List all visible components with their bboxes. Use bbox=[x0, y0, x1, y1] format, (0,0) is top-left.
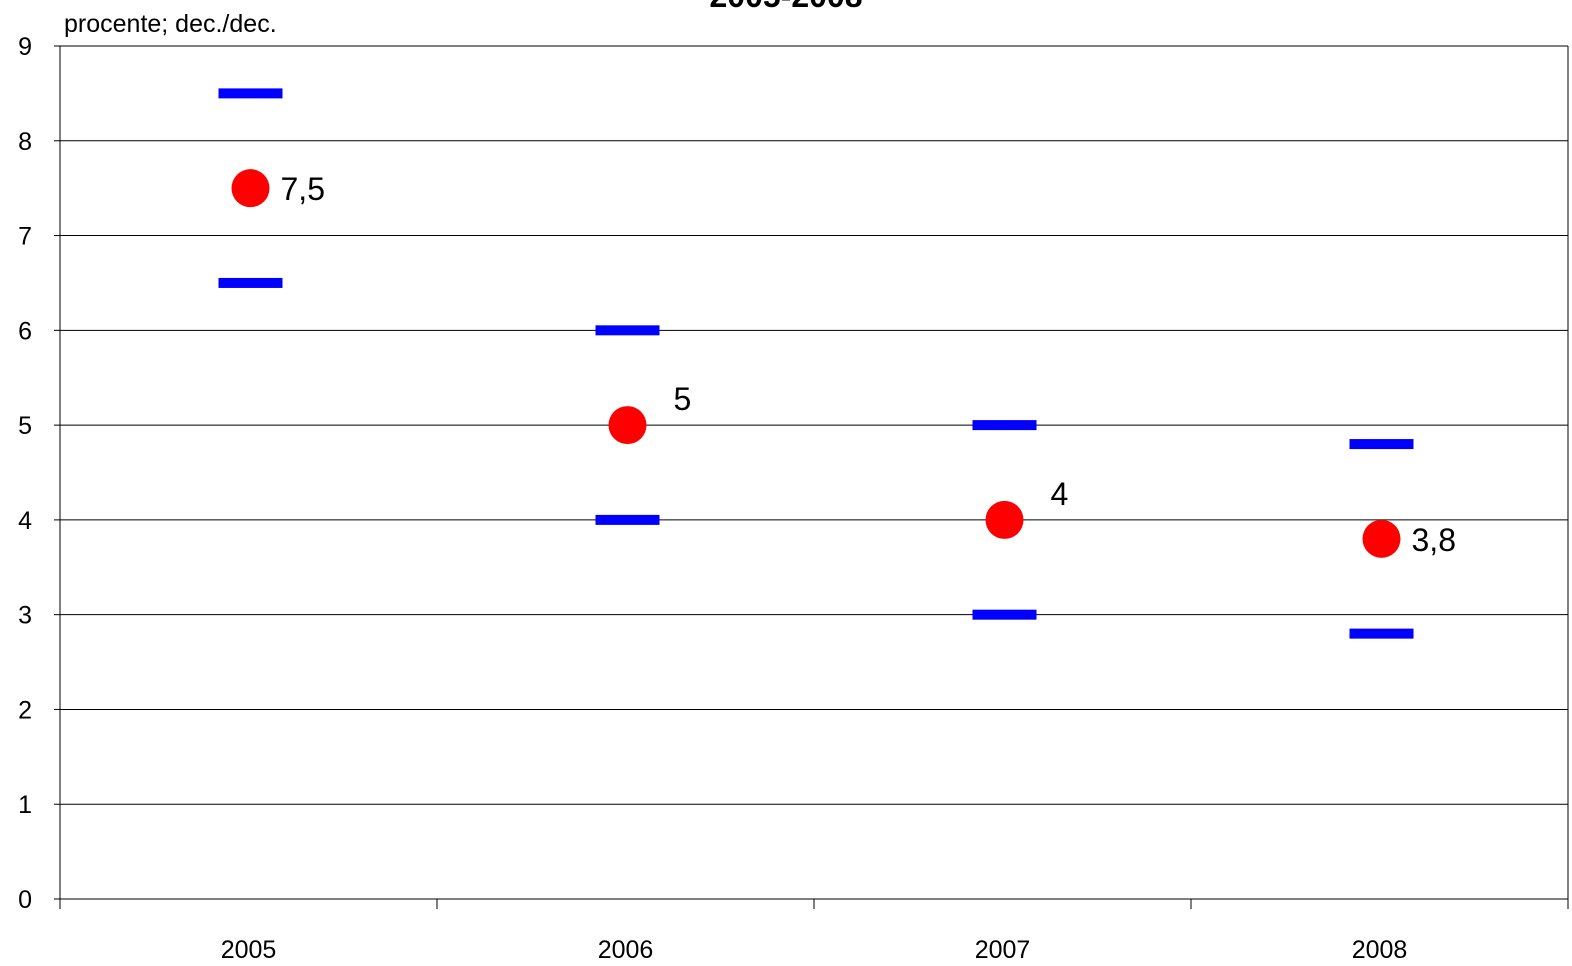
target-point bbox=[231, 169, 270, 208]
x-tick-label: 2007 bbox=[975, 936, 1031, 964]
upper-bound-mark bbox=[595, 325, 660, 336]
target-point bbox=[1362, 519, 1401, 558]
y-unit-label: procente; dec./dec. bbox=[64, 10, 277, 38]
y-tick-label: 4 bbox=[18, 507, 32, 535]
grid-layer bbox=[60, 45, 1568, 805]
label-layer: 0 1 2 3 4 5 6 7 8 9 2005 2006 2007 2008 7,5 5 4 3,8 bbox=[18, 33, 1456, 964]
target-data-label: 5 bbox=[674, 381, 692, 417]
upper-bound-mark bbox=[1349, 439, 1414, 450]
target-point bbox=[608, 406, 647, 445]
axis-layer bbox=[54, 45, 1569, 909]
target-data-label: 7,5 bbox=[281, 171, 325, 207]
y-tick-label: 0 bbox=[18, 886, 32, 914]
y-tick-label: 2 bbox=[18, 696, 32, 724]
target-data-label: 3,8 bbox=[1412, 522, 1456, 558]
target-point bbox=[985, 500, 1024, 539]
upper-bound-mark bbox=[218, 88, 283, 99]
lower-bound-mark bbox=[595, 514, 660, 525]
y-tick-label: 5 bbox=[18, 412, 32, 440]
lower-bound-mark bbox=[972, 609, 1037, 620]
x-tick-label: 2008 bbox=[1352, 936, 1408, 964]
y-tick-label: 9 bbox=[18, 33, 32, 61]
x-tick-label: 2005 bbox=[221, 936, 277, 964]
chart-title: 2005-2008 bbox=[0, 0, 1572, 15]
x-tick-label: 2006 bbox=[598, 936, 654, 964]
mark-layer bbox=[218, 88, 1414, 639]
y-tick-label: 6 bbox=[18, 317, 32, 345]
y-tick-label: 7 bbox=[18, 223, 32, 251]
lower-bound-mark bbox=[218, 277, 283, 288]
target-data-label: 4 bbox=[1051, 476, 1069, 512]
y-tick-label: 1 bbox=[18, 791, 32, 819]
y-tick-label: 3 bbox=[18, 602, 32, 630]
lower-bound-mark bbox=[1349, 628, 1414, 639]
upper-bound-mark bbox=[972, 420, 1037, 431]
y-tick-label: 8 bbox=[18, 128, 32, 156]
